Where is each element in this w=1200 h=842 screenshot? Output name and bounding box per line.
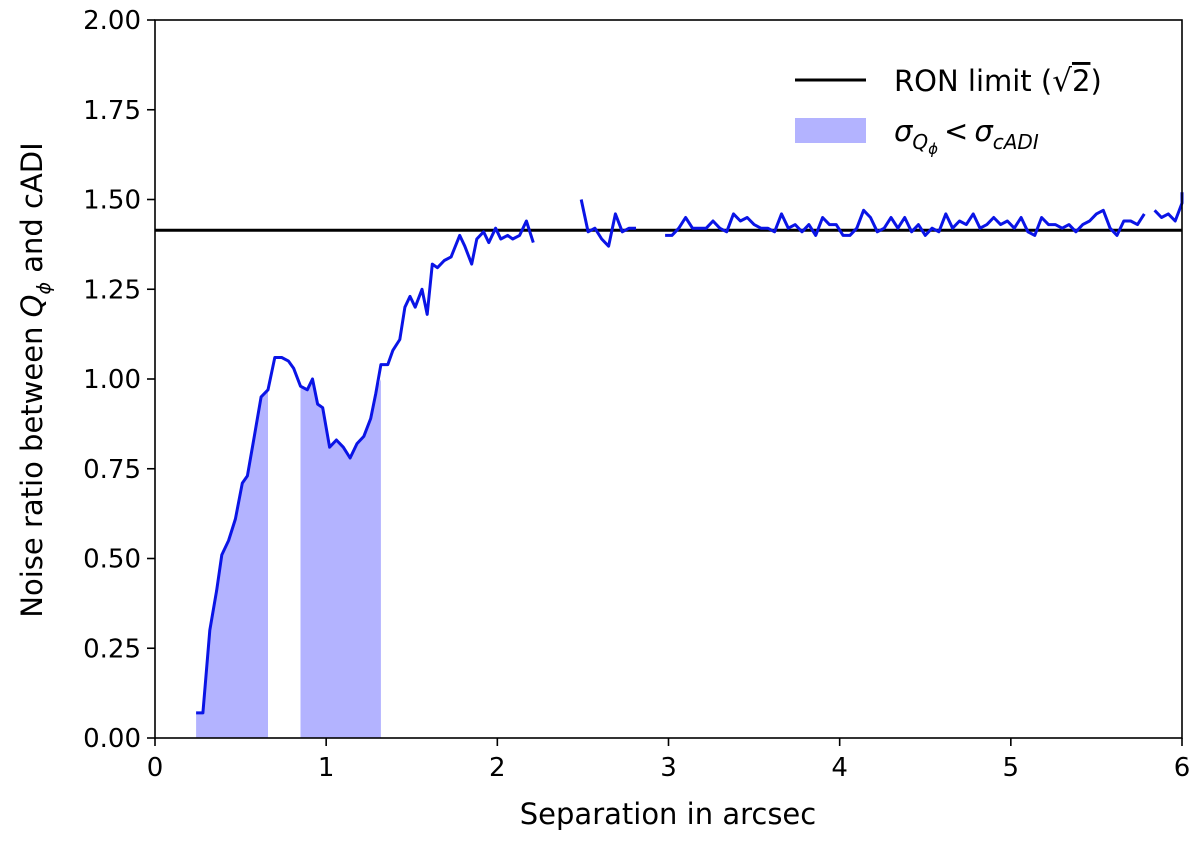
- x-tick-label: 1: [318, 753, 335, 783]
- noise-ratio-segment-4: [1153, 192, 1184, 223]
- y-tick-label: 1.50: [83, 186, 141, 216]
- x-ticks: 0 1 2 3 4 5 6: [147, 738, 1191, 783]
- y-tick-label: 1.75: [83, 96, 141, 126]
- plot-frame: [154, 19, 1183, 739]
- x-tick-label: 4: [831, 753, 848, 783]
- legend-label-sigma: σQϕ< σcADI: [894, 114, 1039, 158]
- shaded-regions: [196, 379, 381, 738]
- shaded-region-1: [196, 389, 268, 738]
- legend-label-ron-limit: RON limit (√2): [894, 63, 1102, 99]
- y-tick-label: 1.00: [83, 365, 141, 395]
- legend: RON limit (√2) σQϕ< σcADI: [795, 63, 1102, 158]
- x-tick-label: 6: [1174, 753, 1191, 783]
- y-tick-label: 1.25: [83, 275, 141, 305]
- x-axis-title: Separation in arcsec: [520, 797, 816, 831]
- y-tick-label: 2.00: [83, 6, 141, 36]
- x-tick-label: 3: [660, 753, 677, 783]
- series-lines: [196, 192, 1184, 715]
- y-tick-label: 0.50: [83, 545, 141, 575]
- noise-ratio-segment-2: [579, 199, 636, 248]
- y-tick-label: 0.00: [83, 724, 141, 754]
- y-axis-title: Noise ratio between Qϕ and cADI: [15, 142, 55, 617]
- x-tick-label: 2: [489, 753, 506, 783]
- legend-fill-swatch: [795, 118, 866, 143]
- y-tick-label: 0.25: [83, 634, 141, 664]
- x-tick-label: 0: [147, 753, 164, 783]
- noise-ratio-segment-1: [196, 219, 535, 715]
- y-tick-label: 0.75: [83, 455, 141, 485]
- shaded-region-2: [300, 379, 381, 738]
- x-tick-label: 5: [1003, 753, 1020, 783]
- y-ticks: 0.00 0.25 0.50 0.75 1.00 1.25 1.50 1.75 2.00: [83, 6, 155, 754]
- noise-ratio-segment-3: [665, 208, 1146, 237]
